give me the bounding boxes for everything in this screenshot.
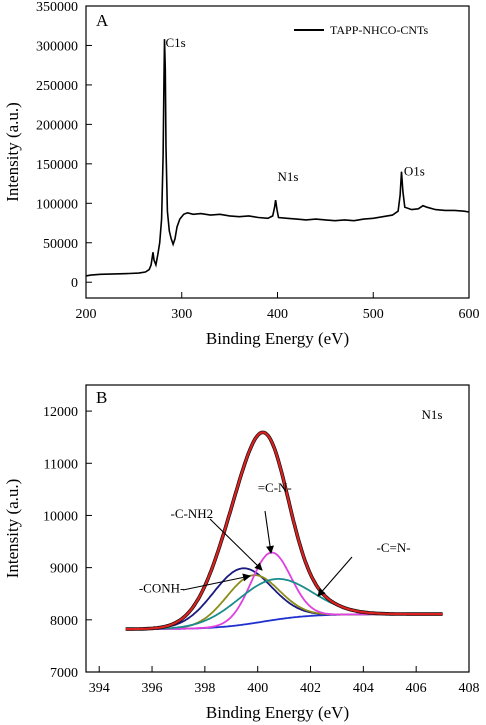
y-tick-label: 50000 [43, 237, 78, 252]
y-tick-label: 9000 [50, 562, 78, 577]
component-label: =C-N- [258, 480, 292, 495]
x-tick-label: 396 [142, 681, 163, 696]
y-tick-label: 11000 [44, 457, 78, 472]
component-label: -CONH- [139, 581, 185, 596]
y-axis-title: Intensity (a.u.) [3, 102, 22, 202]
plot-frame [85, 5, 470, 299]
y-tick-label: 10000 [43, 509, 78, 524]
y-tick-label: 8000 [50, 614, 78, 629]
x-tick-label: 200 [76, 307, 97, 322]
x-tick-label: 300 [171, 307, 192, 322]
y-axis-title: Intensity (a.u.) [3, 479, 22, 579]
y-tick-label: 350000 [36, 0, 78, 15]
x-tick-label: 600 [459, 307, 480, 322]
legend-label: TAPP-NHCO-CNTs [330, 23, 429, 37]
annotation-arrow [264, 510, 274, 554]
y-tick-label: 200000 [36, 118, 78, 133]
y-tick-label: 12000 [43, 405, 78, 420]
x-tick-label: 500 [363, 307, 384, 322]
peak-annotation: O1s [404, 164, 425, 179]
annotation-arrow [209, 518, 263, 571]
panel-letter: B [96, 388, 107, 407]
envelope-line [125, 431, 443, 631]
component-peak [125, 567, 443, 630]
x-tick-label: 402 [300, 681, 321, 696]
x-tick-label: 408 [459, 681, 480, 696]
region-label: N1s [421, 407, 442, 422]
y-tick-label: 300000 [36, 39, 78, 54]
component-label: -C-NH2 [171, 506, 214, 521]
panel-b: 394 396 398 400 402 404 406 408 7000 8000 9000 1000… [3, 384, 480, 722]
panel-letter: A [96, 11, 109, 30]
x-tick-label: 400 [247, 681, 268, 696]
y-tick-label: 0 [71, 276, 78, 291]
annotation-arrow [182, 573, 251, 591]
y-tick-label: 150000 [36, 158, 78, 173]
x-axis-title: Binding Energy (eV) [206, 329, 349, 348]
x-tick-label: 406 [406, 681, 427, 696]
plot-frame [85, 384, 470, 673]
peak-annotation: C1s [165, 35, 185, 50]
x-tick-label: 398 [194, 681, 215, 696]
x-tick-label: 404 [353, 681, 374, 696]
x-tick-label: 394 [89, 681, 110, 696]
x-axis-title: Binding Energy (eV) [206, 703, 349, 722]
y-tick-label: 7000 [50, 666, 78, 681]
y-tick-label: 250000 [36, 79, 78, 94]
peak-annotation: N1s [278, 169, 299, 184]
component-label: -C=N- [377, 540, 411, 555]
y-tick-label: 100000 [36, 197, 78, 212]
series-line [85, 39, 470, 277]
annotation-arrow [317, 556, 353, 597]
x-tick-label: 400 [267, 307, 288, 322]
panel-a: 200 300 400 500 600 0 50000 100000 150000 200000 2… [3, 0, 480, 348]
